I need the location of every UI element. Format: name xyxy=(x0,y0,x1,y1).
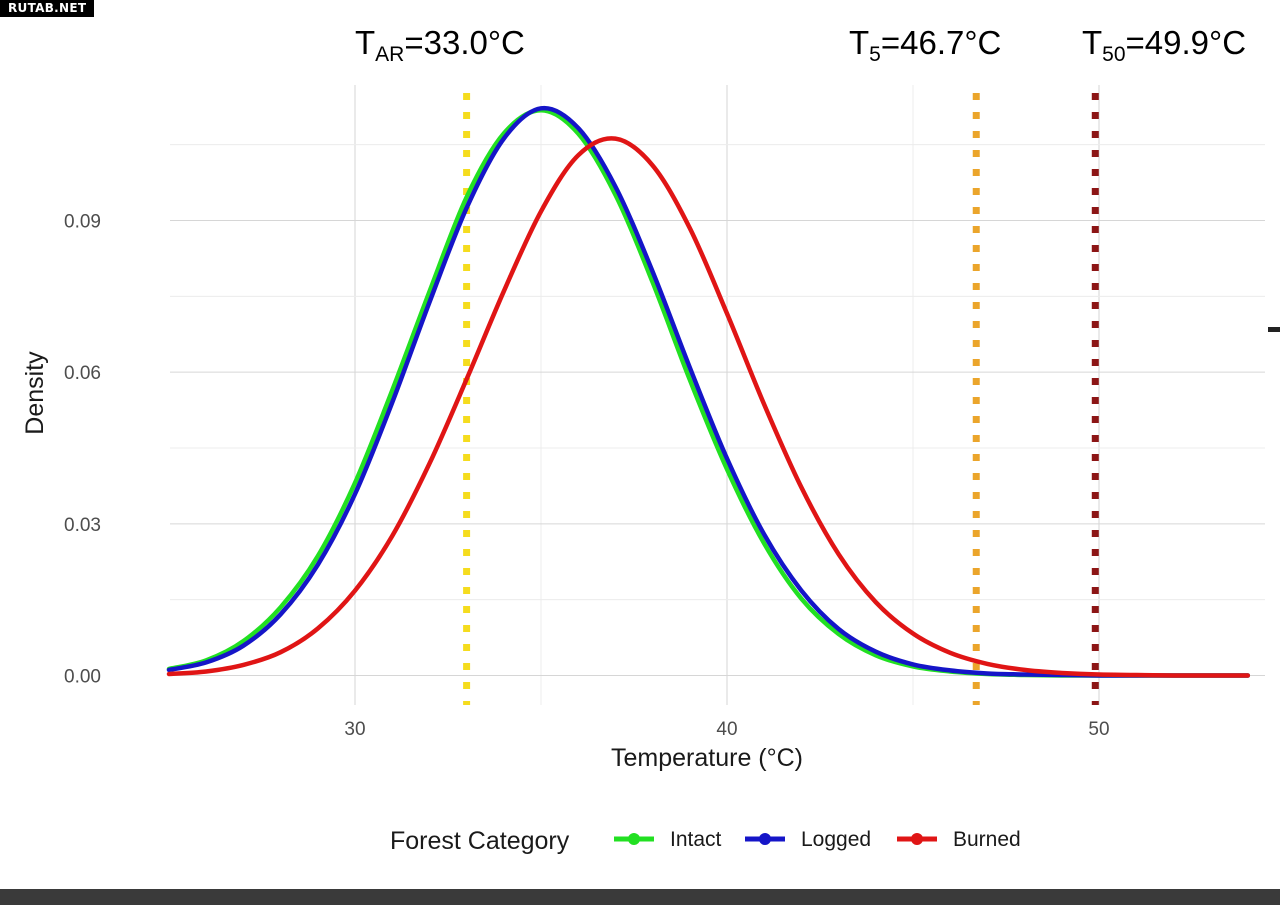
legend-title: Forest Category xyxy=(390,827,570,855)
legend-dot-logged xyxy=(759,833,771,845)
y-tick-label: 0.09 xyxy=(64,212,101,233)
legend-label-burned: Burned xyxy=(953,828,1021,851)
series-line-logged xyxy=(166,105,1251,678)
x-tick-label: 50 xyxy=(1088,719,1109,740)
x-axis-label: Temperature (°C) xyxy=(611,744,803,772)
scroll-marker xyxy=(1268,327,1280,332)
series-line-intact xyxy=(166,108,1251,678)
threshold-lines xyxy=(463,93,1099,705)
legend-dot-intact xyxy=(628,833,640,845)
x-tick-label: 40 xyxy=(716,719,737,740)
series-line-burned xyxy=(166,136,1251,678)
x-tick-label: 30 xyxy=(344,719,365,740)
legend-label-logged: Logged xyxy=(801,828,871,851)
legend: Forest Category Intact Logged Burned xyxy=(390,827,1021,855)
annotation-t_5: T5=46.7°C xyxy=(849,24,1001,66)
threshold-annotations: TAR=33.0°C T5=46.7°C T50=49.9°C xyxy=(355,24,1246,66)
y-tick-label: 0.03 xyxy=(64,515,101,536)
bottom-bar xyxy=(0,889,1280,905)
legend-dot-burned xyxy=(911,833,923,845)
tick-labels: 30 40 50 0.00 0.03 0.06 0.09 xyxy=(64,212,1110,741)
y-tick-label: 0.00 xyxy=(64,667,101,688)
annotation-t_50: T50=49.9°C xyxy=(1082,24,1246,66)
watermark: RUTAB.NET xyxy=(0,0,95,17)
y-axis-label: Density xyxy=(21,351,49,435)
annotation-t_ar: TAR=33.0°C xyxy=(355,24,525,66)
density-curves xyxy=(166,105,1251,678)
legend-label-intact: Intact xyxy=(670,828,722,851)
y-tick-label: 0.06 xyxy=(64,363,101,384)
